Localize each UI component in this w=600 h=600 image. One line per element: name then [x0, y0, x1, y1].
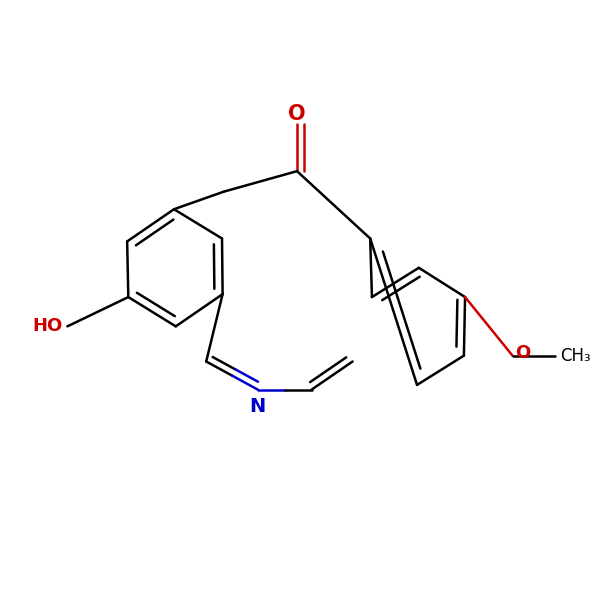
Text: O: O — [288, 104, 306, 124]
Text: CH₃: CH₃ — [560, 347, 591, 365]
Text: O: O — [515, 344, 530, 362]
Text: N: N — [250, 397, 266, 416]
Text: HO: HO — [32, 317, 63, 335]
